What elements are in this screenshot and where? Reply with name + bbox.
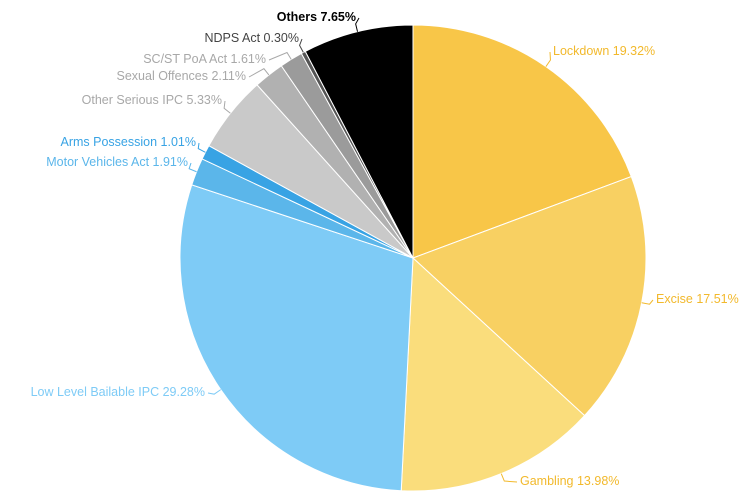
slice-label: NDPS Act 0.30%	[204, 31, 299, 45]
leader-line	[197, 142, 206, 153]
slice-value-label: 1.61%	[231, 52, 266, 66]
leader-line	[268, 51, 292, 61]
slice-category: Others	[277, 10, 317, 24]
pie-slice	[412, 175, 647, 417]
slice-category: SC/ST PoA Act	[143, 52, 227, 66]
leader-line	[299, 38, 304, 53]
leader-line	[188, 162, 197, 173]
slice-category: Arms Possession	[61, 135, 158, 149]
slice-label: SC/ST PoA Act 1.61%	[143, 52, 266, 66]
slice-label: Sexual Offences 2.11%	[117, 69, 247, 83]
slice-value-label: 19.32%	[613, 44, 655, 58]
slice-label: Gambling 13.98%	[520, 474, 619, 488]
pie-slice	[304, 24, 414, 259]
slice-category: Motor Vehicles Act	[46, 155, 149, 169]
labels: Lockdown 19.32% Excise 17.51% Gambling 13.…	[31, 10, 739, 488]
slice-label: Lockdown 19.32%	[553, 44, 655, 58]
slice-value-label: 7.65%	[321, 10, 356, 24]
slice-category: Sexual Offences	[117, 69, 209, 83]
slice-label: Excise 17.51%	[656, 292, 739, 306]
leader-line	[545, 51, 551, 67]
leader-line	[500, 473, 518, 483]
slice-category: Low Level Bailable IPC	[31, 385, 160, 399]
slice-label: Other Serious IPC 5.33%	[82, 93, 222, 107]
slice-category: Other Serious IPC	[82, 93, 183, 107]
pie-slice	[400, 256, 586, 492]
slice-value-label: 2.11%	[211, 69, 246, 83]
slice-value-label: 0.30%	[264, 31, 299, 45]
slice-value-label: 17.51%	[696, 292, 738, 306]
slice-label: Low Level Bailable IPC 29.28%	[31, 385, 205, 399]
slice-value-label: 29.28%	[163, 385, 205, 399]
slices	[179, 24, 647, 492]
slice-category: NDPS Act	[204, 31, 260, 45]
leader-line	[207, 389, 222, 395]
slice-value-label: 1.01%	[161, 135, 196, 149]
slice-label: Others 7.65%	[277, 10, 356, 24]
leader-line	[223, 100, 231, 114]
slice-value-label: 13.98%	[577, 474, 619, 488]
pie-slice	[179, 184, 414, 492]
slice-value-label: 5.33%	[187, 93, 222, 107]
leader-line	[641, 299, 654, 305]
pie-slice	[412, 24, 632, 259]
slice-label: Arms Possession 1.01%	[61, 135, 197, 149]
leader-line	[248, 67, 270, 78]
slice-label: Motor Vehicles Act 1.91%	[46, 155, 188, 169]
leader-line	[355, 17, 360, 32]
slice-category: Excise	[656, 292, 693, 306]
slice-category: Gambling	[520, 474, 574, 488]
slice-category: Lockdown	[553, 44, 609, 58]
slice-value-label: 1.91%	[153, 155, 188, 169]
